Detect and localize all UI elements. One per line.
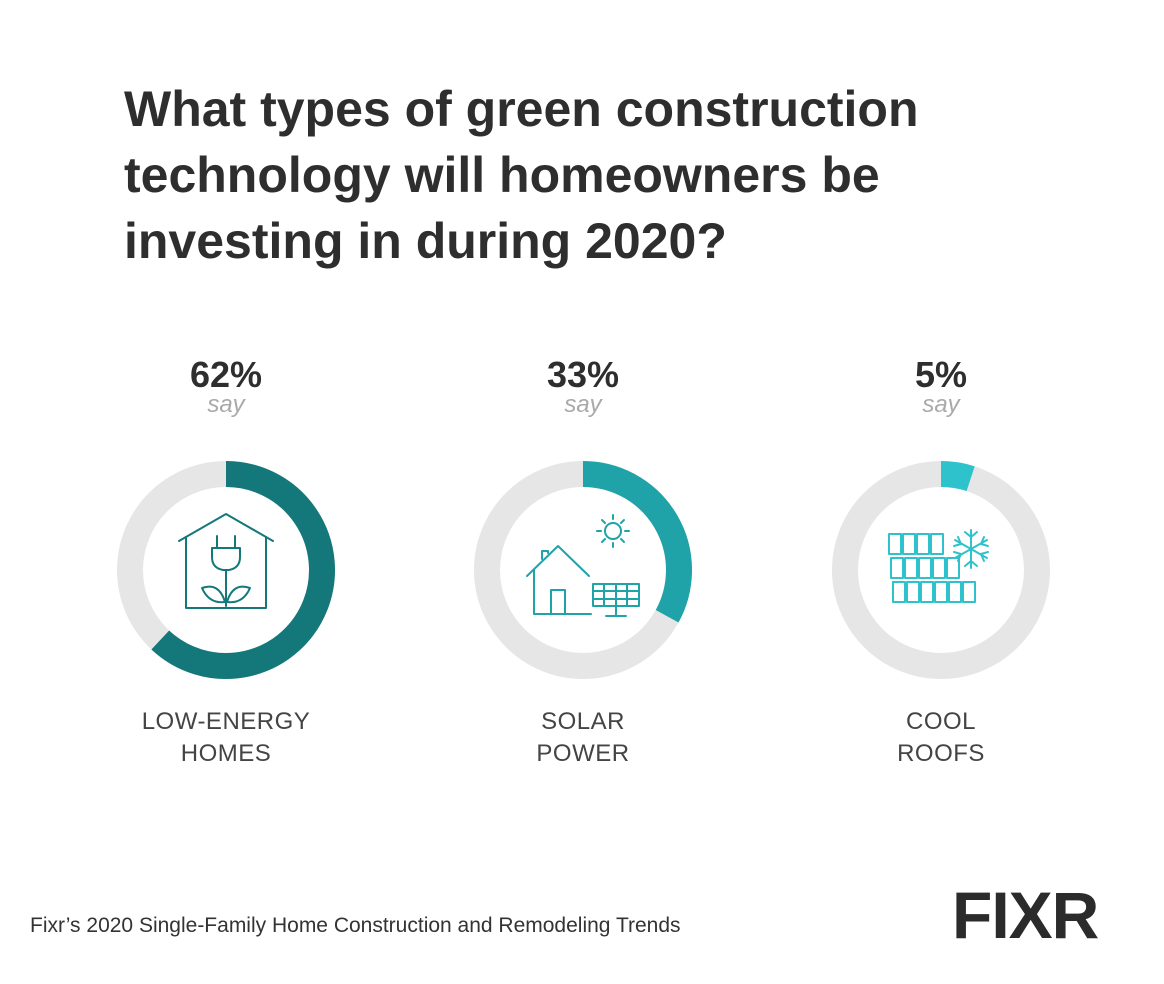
chart-title: What types of green construction technol… <box>124 76 1024 274</box>
donut-chart <box>117 461 335 679</box>
category-label: LOW-ENERGY HOMES <box>106 706 346 770</box>
value-label: 5% <box>914 354 968 395</box>
category-label: COOL ROOFS <box>821 706 1061 770</box>
donut-arc-value <box>151 461 335 679</box>
title-line-1: What types of green construction <box>124 81 919 137</box>
roof-tiles-snowflake-icon <box>888 529 989 603</box>
say-label: say <box>207 391 245 418</box>
logo-text: FIXR <box>952 880 1099 944</box>
category-line-1: LOW-ENERGY <box>141 708 311 735</box>
donut-chart <box>474 461 692 679</box>
title-line-2: technology will homeowners be <box>124 147 880 203</box>
value-label: 62% <box>189 354 263 395</box>
category-label: SOLAR POWER <box>463 706 703 770</box>
category-line-1: SOLAR <box>541 708 625 735</box>
house-solar-panel-icon <box>526 514 640 617</box>
category-line-2: HOMES <box>180 740 272 767</box>
title-line-3: investing in during 2020? <box>124 213 727 269</box>
category-line-2: ROOFS <box>897 740 985 767</box>
chart-item-cool-roofs: 5% say COOL ROOFS <box>821 352 1061 770</box>
donut-arc-value <box>582 461 692 623</box>
category-line-1: COOL <box>905 708 976 735</box>
fixr-logo: FIXR <box>952 880 1100 944</box>
say-label: say <box>922 391 960 418</box>
value-label: 33% <box>546 354 620 395</box>
donut-chart <box>832 461 1050 679</box>
category-line-2: POWER <box>536 740 630 767</box>
chart-item-low-energy-homes: 62% say LOW-ENERGY HOMES <box>106 352 346 770</box>
say-label: say <box>564 391 602 418</box>
house-plug-plant-icon <box>178 513 274 609</box>
donut-arc-value <box>940 461 975 492</box>
donut-track <box>832 461 1050 679</box>
chart-item-solar-power: 33% say SOLAR POWER <box>463 352 703 770</box>
source-footnote: Fixr’s 2020 Single-Family Home Construct… <box>30 914 681 937</box>
